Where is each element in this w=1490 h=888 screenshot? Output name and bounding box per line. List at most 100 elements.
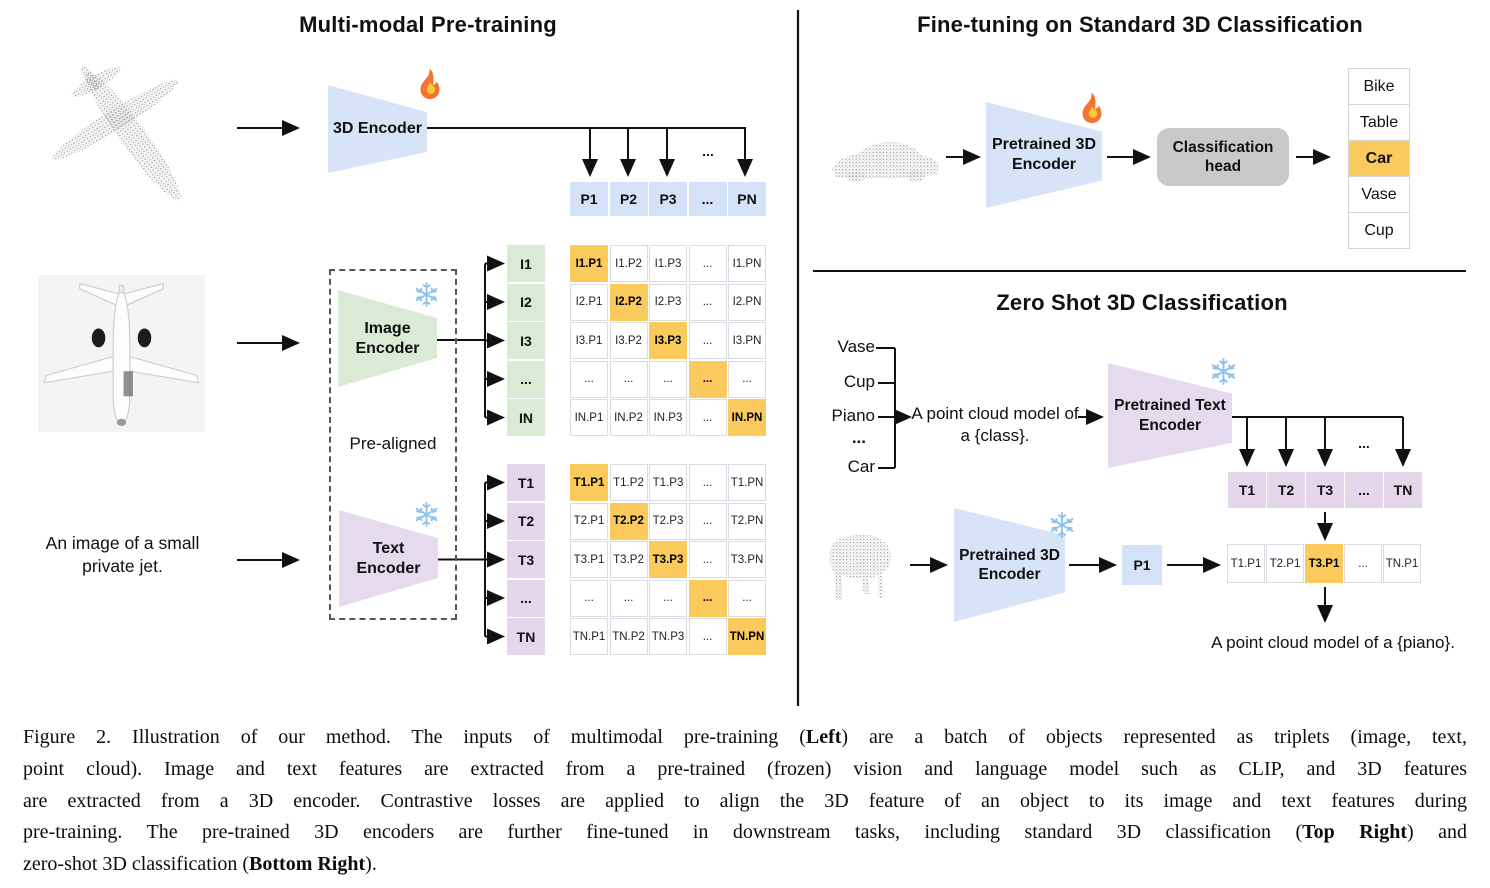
text-feature-cell: T1 bbox=[507, 464, 545, 501]
matrix-cell: I2.PN bbox=[728, 283, 766, 321]
matrix-cell: I1.PN bbox=[728, 245, 766, 282]
matrix-cell: ... bbox=[688, 283, 727, 321]
matrix-cell: ... bbox=[688, 464, 727, 501]
text-feature-cell: TN bbox=[507, 618, 545, 655]
matrix-cell: I2.P3 bbox=[649, 283, 687, 321]
t-cell: TN bbox=[1384, 472, 1422, 508]
t-cell: T2 bbox=[1267, 472, 1305, 508]
p-cell: P3 bbox=[649, 182, 687, 216]
p-cell: PN bbox=[728, 182, 766, 216]
sim-cell-max: T3.P1 bbox=[1305, 544, 1343, 583]
figure-caption: Figure 2. Illustration of our method. Th… bbox=[23, 726, 1467, 885]
zeroshot-section-title: Zero Shot 3D Classification bbox=[996, 290, 1288, 315]
matrix-cell: I3.P3 bbox=[649, 322, 687, 359]
matrix-cell: TN.P3 bbox=[649, 618, 687, 655]
matrix-cell: ... bbox=[728, 579, 766, 617]
finetune-section-title: Fine-tuning on Standard 3D Classificatio… bbox=[917, 12, 1363, 37]
matrix-cell: I3.P2 bbox=[609, 322, 648, 359]
matrix-cell: IN.P3 bbox=[649, 399, 687, 436]
text-feature-cell: T3 bbox=[507, 541, 545, 578]
zs-similarity-row: T1.P1 T2.P1 T3.P1 ... TN.P1 bbox=[1227, 544, 1421, 583]
matrix-cell: ... bbox=[728, 360, 766, 398]
text-feature-cell: T2 bbox=[507, 502, 545, 540]
fire-icon bbox=[1082, 92, 1102, 124]
image-feature-cell: ... bbox=[507, 360, 545, 398]
p-cell: ... bbox=[688, 182, 727, 216]
matrix-cell: ... bbox=[649, 579, 687, 617]
jet-top-view bbox=[43, 282, 200, 427]
image-feature-cell: I1 bbox=[507, 245, 545, 282]
matrix-cell: ... bbox=[649, 360, 687, 398]
matrix-cell: ... bbox=[570, 360, 608, 398]
matrix-cell: T1.P3 bbox=[649, 464, 687, 501]
matrix-cell: T1.PN bbox=[728, 464, 766, 501]
matrix-cell: T2.PN bbox=[728, 502, 766, 540]
class-row: Bike bbox=[1349, 69, 1409, 105]
matrix-cell: T3.PN bbox=[728, 541, 766, 578]
matrix-cell: ... bbox=[688, 245, 727, 282]
pre-aligned-box bbox=[329, 269, 457, 620]
t-cell: ... bbox=[1345, 472, 1383, 508]
p-cell: P2 bbox=[609, 182, 648, 216]
p1-feature-box: P1 bbox=[1122, 545, 1162, 585]
fire-icon bbox=[420, 68, 440, 100]
caption-line: zero-shot 3D classification (Bottom Righ… bbox=[23, 853, 377, 876]
caption-line: Figure 2. Illustration of our method. Th… bbox=[23, 726, 1467, 748]
matrix-cell: ... bbox=[688, 541, 727, 578]
sim-cell: TN.P1 bbox=[1383, 544, 1421, 583]
text-feature-cell: ... bbox=[507, 579, 545, 617]
matrix-cell: I2.P2 bbox=[609, 283, 648, 321]
matrix-cell: T1.P2 bbox=[609, 464, 648, 501]
prompt-template-text: A point cloud model of a {class}. bbox=[911, 404, 1079, 446]
encoder-3d: 3D Encoder bbox=[328, 85, 427, 173]
matrix-cell: ... bbox=[688, 360, 727, 398]
classification-head-label: Classification head bbox=[1172, 138, 1274, 175]
matrix-cell: T3.P2 bbox=[609, 541, 648, 578]
matrix-cell: ... bbox=[570, 579, 608, 617]
pretrained-3d-encoder-label: Pretrained 3D Encoder bbox=[991, 136, 1097, 173]
matrix-cell: IN.PN bbox=[728, 399, 766, 436]
image-feature-cell: I2 bbox=[507, 283, 545, 321]
snowflake-icon bbox=[1050, 512, 1074, 538]
zs-class-label: Piano bbox=[831, 406, 875, 425]
matrix-cell: T3.P1 bbox=[570, 541, 608, 578]
image-feature-stack: I1 I2 I3 ... IN bbox=[507, 245, 545, 436]
matrix-cell: ... bbox=[688, 399, 727, 436]
image-feature-cell: IN bbox=[507, 399, 545, 436]
snowflake-icon bbox=[415, 502, 438, 527]
zs-class-label: Vase bbox=[837, 337, 876, 356]
image-feature-cell: I3 bbox=[507, 322, 545, 359]
image-point-similarity-matrix: I1.P1 I1.P2 I1.P3 ... I1.PN I2.P1 I2.P2 … bbox=[570, 245, 766, 436]
text-point-similarity-matrix: T1.P1 T1.P2 T1.P3 ... T1.PN T2.P1 T2.P2 … bbox=[570, 464, 766, 655]
matrix-cell: I1.P1 bbox=[570, 245, 608, 282]
matrix-cell: TN.P1 bbox=[570, 618, 608, 655]
image-encoder-label: Image Encoder bbox=[355, 319, 420, 357]
t-row-ellipsis: ... bbox=[1358, 435, 1370, 451]
zs-class-label: Car bbox=[847, 457, 875, 476]
matrix-cell: TN.PN bbox=[728, 618, 766, 655]
class-list: Bike Table Car Vase Cup bbox=[1348, 68, 1410, 249]
caption-line: pre-training. The pre-trained 3D encoder… bbox=[23, 821, 1467, 844]
matrix-cell: T2.P2 bbox=[609, 502, 648, 540]
zs-pretrained-3d-encoder-label: Pretrained 3D Encoder bbox=[959, 546, 1060, 583]
pretrained-text-encoder-label: Pretrained Text Encoder bbox=[1114, 397, 1226, 434]
snowflake-icon bbox=[415, 282, 438, 307]
text-encoder-label: Text Encoder bbox=[356, 539, 421, 577]
matrix-cell: T1.P1 bbox=[570, 464, 608, 501]
class-row: Table bbox=[1349, 105, 1409, 141]
t-cell: T1 bbox=[1228, 472, 1266, 508]
pre-aligned-label: Pre-aligned bbox=[349, 434, 437, 453]
matrix-cell: I3.PN bbox=[728, 322, 766, 359]
airplane-point-cloud bbox=[52, 66, 181, 201]
matrix-cell: T3.P3 bbox=[649, 541, 687, 578]
matrix-cell: ... bbox=[609, 579, 648, 617]
p-cell: P1 bbox=[570, 182, 608, 216]
jet-image bbox=[38, 275, 205, 432]
text-input-caption: An image of a small private jet. bbox=[45, 533, 200, 576]
matrix-cell: ... bbox=[688, 322, 727, 359]
zs-result-text: A point cloud model of a {piano}. bbox=[1211, 633, 1455, 652]
sim-cell: T2.P1 bbox=[1266, 544, 1304, 583]
snowflake-icon bbox=[1211, 358, 1236, 385]
matrix-cell: TN.P2 bbox=[609, 618, 648, 655]
